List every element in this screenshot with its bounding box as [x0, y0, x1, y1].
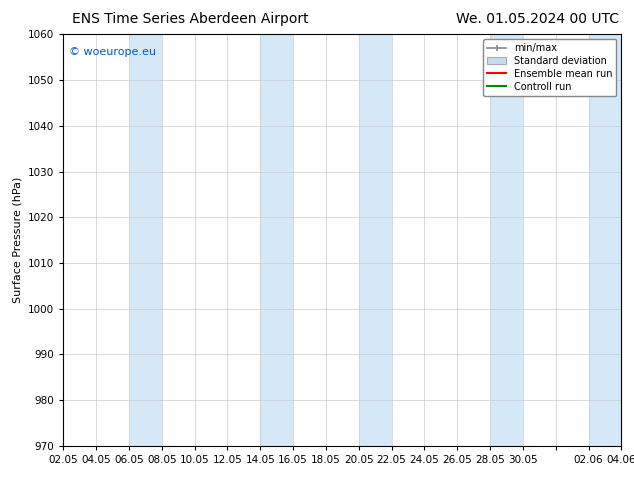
Bar: [588, 34, 621, 446]
Text: We. 01.05.2024 00 UTC: We. 01.05.2024 00 UTC: [456, 12, 619, 26]
Bar: [129, 34, 162, 446]
Bar: [490, 34, 523, 446]
Text: ENS Time Series Aberdeen Airport: ENS Time Series Aberdeen Airport: [72, 12, 309, 26]
Bar: [261, 34, 293, 446]
Y-axis label: Surface Pressure (hPa): Surface Pressure (hPa): [13, 177, 23, 303]
Text: © woeurope.eu: © woeurope.eu: [69, 47, 156, 57]
Legend: min/max, Standard deviation, Ensemble mean run, Controll run: min/max, Standard deviation, Ensemble me…: [483, 39, 616, 96]
Bar: [359, 34, 392, 446]
